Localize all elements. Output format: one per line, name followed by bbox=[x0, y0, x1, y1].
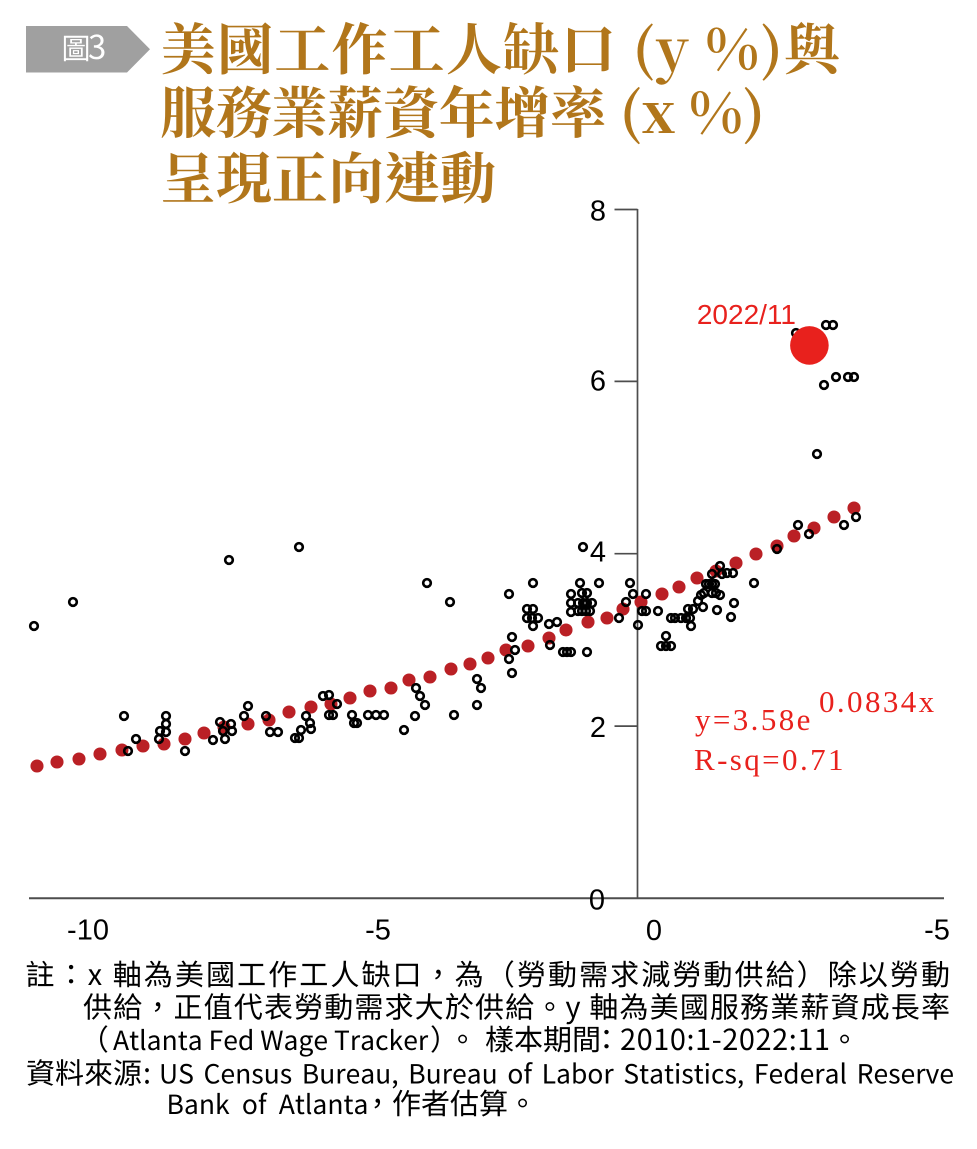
svg-text:-10: -10 bbox=[67, 915, 109, 947]
svg-text:R-sq=0.71: R-sq=0.71 bbox=[694, 742, 846, 777]
svg-text:2: 2 bbox=[590, 712, 606, 744]
svg-text:-5: -5 bbox=[924, 915, 950, 947]
svg-text:0: 0 bbox=[589, 885, 605, 917]
svg-text:0: 0 bbox=[646, 915, 662, 947]
svg-text:y=3.58e: y=3.58e bbox=[695, 702, 813, 737]
svg-text:4: 4 bbox=[590, 537, 606, 569]
svg-text:0.0834x: 0.0834x bbox=[819, 684, 937, 719]
svg-text:6: 6 bbox=[590, 366, 606, 398]
svg-text:-5: -5 bbox=[365, 915, 391, 947]
svg-text:2022/11: 2022/11 bbox=[697, 299, 796, 330]
svg-text:8: 8 bbox=[590, 195, 606, 227]
